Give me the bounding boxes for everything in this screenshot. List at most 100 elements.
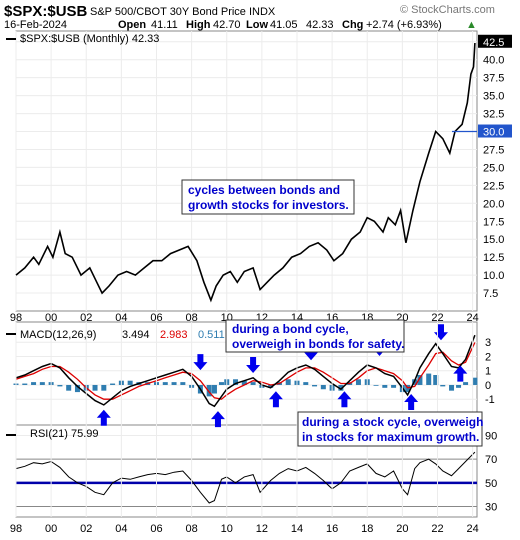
- x-tick-label-top: 98: [10, 312, 22, 324]
- macd-y-tick-label: 3: [485, 337, 491, 349]
- signal-series-line: [15, 342, 476, 400]
- arrow-shape: [210, 411, 225, 428]
- macd-histogram-bar: [233, 379, 239, 385]
- open-label: Open: [118, 19, 146, 31]
- x-tick-label-bottom: 98: [10, 523, 22, 535]
- rsi-panel: 30 50 70 90: [15, 430, 497, 514]
- macd-y-tick-label: 0: [485, 380, 491, 392]
- price-y-tick-label: 7.5: [483, 288, 498, 300]
- price-y-tick-label: 25.0: [483, 162, 504, 174]
- macd-histogram-bar: [312, 384, 318, 387]
- macd-histogram-bar: [456, 384, 462, 388]
- rsi-y-tick-label: 50: [485, 478, 497, 490]
- macd-histogram-bar: [31, 382, 37, 385]
- x-tick-label-bottom: 22: [431, 523, 443, 535]
- arrow-up-icon: [453, 365, 468, 382]
- x-tick-label-bottom: 12: [256, 523, 268, 535]
- arrow-up-icon: [337, 391, 352, 408]
- macd-histogram-bar: [57, 384, 63, 387]
- rsi-y-tick-label: 70: [485, 454, 497, 466]
- macd-histogram-bar: [211, 384, 217, 394]
- macd-histogram-bar: [433, 375, 439, 385]
- macd-histogram-bar: [285, 379, 291, 385]
- arrow-down-icon: [246, 357, 261, 374]
- macd-legend-value: 3.494: [122, 329, 150, 341]
- macd-histogram-bar: [472, 377, 478, 385]
- arrow-up-icon: [210, 411, 225, 428]
- rsi-series-line: [15, 451, 476, 504]
- high-value: 42.70: [213, 19, 241, 31]
- rsi-y-tick-label: 90: [485, 430, 497, 442]
- macd-histogram-bar: [268, 384, 274, 388]
- price-panel: 7.5 10.0 12.5 15.0 17.5 20.0 22.5 25.0 27.5 30.0 3…: [15, 31, 512, 311]
- x-tick-label-bottom: 04: [115, 523, 127, 535]
- x-tick-label-top: 22: [431, 312, 443, 324]
- histogram-legend-value: 0.511: [198, 329, 225, 341]
- x-tick-label-top: 08: [185, 312, 197, 324]
- arrow-up-icon: [404, 394, 419, 411]
- macd-histogram-bar: [440, 384, 446, 387]
- macd-panel: -1 0 1 2 3: [13, 324, 495, 428]
- cycles-annotation: cycles between bonds and growth stocks f…: [181, 179, 355, 215]
- x-tick-label-bottom: 20: [396, 523, 408, 535]
- price-y-tick-label: 40.0: [483, 55, 504, 67]
- bond-cycle-line-2: overweigh in bonds for safety.: [232, 337, 404, 351]
- macd-histogram-bar: [39, 382, 45, 385]
- arrow-down-icon: [433, 324, 448, 341]
- cycles-annotation-line-1: cycles between bonds and: [188, 183, 340, 197]
- arrow-shape: [337, 391, 352, 408]
- arrow-shape: [268, 391, 283, 408]
- macd-histogram-bar: [22, 383, 28, 385]
- macd-y-tick-label: -1: [485, 394, 495, 406]
- price-series-line: [15, 42, 476, 303]
- arrow-up-icon: [268, 391, 283, 408]
- arrow-shape: [404, 394, 419, 411]
- macd-histogram-bar: [250, 382, 256, 385]
- price-marker-tag-bg: [478, 124, 512, 138]
- macd-histogram-bar: [127, 380, 133, 385]
- x-tick-label-top: 02: [80, 312, 92, 324]
- price-y-tick-label: 20.0: [483, 198, 504, 210]
- macd-y-tick-label: 2: [485, 351, 491, 363]
- macd-histogram-bar: [405, 384, 411, 393]
- x-tick-label-bottom: 00: [45, 523, 57, 535]
- rsi-legend: RSI(21) 75.99: [30, 428, 98, 440]
- price-current-tag-bg: [478, 34, 512, 48]
- macd-histogram-bar: [303, 382, 309, 385]
- arrow-shape: [96, 409, 111, 426]
- x-tick-label-top: 06: [150, 312, 162, 324]
- x-tick-label-top: 00: [45, 312, 57, 324]
- stock-cycle-line-2: in stocks for maximum growth.: [302, 430, 479, 444]
- macd-histogram-bar: [373, 384, 379, 386]
- macd-histogram-bar: [162, 382, 168, 385]
- chart-date: 16-Feb-2024: [4, 19, 67, 31]
- x-tick-label-bottom: 10: [221, 523, 233, 535]
- low-value: 41.05: [270, 19, 298, 31]
- price-panel-frame: [15, 30, 478, 312]
- price-y-tick-label: 35.0: [483, 91, 504, 103]
- macd-histogram-bar: [449, 384, 455, 391]
- macd-histogram-bar: [382, 384, 388, 388]
- arrow-up-icon: [96, 409, 111, 426]
- price-y-tick-label: 37.5: [483, 73, 504, 85]
- arrow-shape: [246, 357, 261, 374]
- price-marker-tag: 30.0: [483, 127, 504, 139]
- x-tick-label-bottom: 08: [185, 523, 197, 535]
- arrow-shape: [453, 365, 468, 382]
- stock-cycle-line-1: during a stock cycle, overweigh: [302, 415, 483, 429]
- macd-histogram-bar: [241, 380, 247, 385]
- macd-histogram-bar: [74, 384, 80, 393]
- high-label: High: [186, 19, 211, 31]
- arrow-shape: [433, 324, 448, 341]
- macd-histogram-bar: [338, 384, 344, 391]
- chart-description: S&P 500/CBOT 30Y Bond Price INDX: [90, 6, 276, 18]
- macd-y-tick-label: 1: [485, 366, 491, 378]
- macd-histogram-bar: [463, 382, 469, 385]
- chart-symbol: $SPX:$USB: [4, 3, 88, 20]
- price-y-tick-label: 32.5: [483, 109, 504, 121]
- bond-cycle-line-1: during a bond cycle,: [232, 322, 349, 336]
- stockcharts-brand: © StockCharts.com: [400, 4, 495, 16]
- macd-histogram-bar: [66, 384, 72, 391]
- rsi-y-tick-label: 30: [485, 502, 497, 514]
